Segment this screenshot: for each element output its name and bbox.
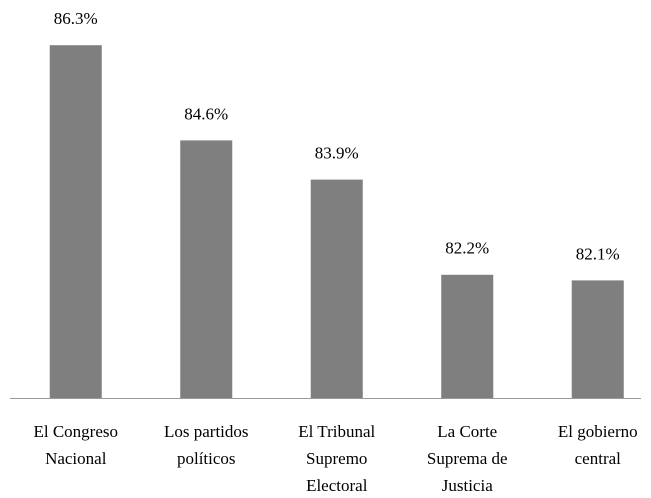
x-tick-label: Justicia [442, 476, 493, 495]
value-label: 82.2% [445, 239, 489, 258]
x-tick-label: El gobierno [558, 422, 638, 441]
x-tick-label: políticos [177, 449, 236, 468]
x-tick-label: Electoral [306, 476, 368, 495]
value-label: 84.6% [184, 104, 228, 123]
bar [441, 274, 494, 398]
x-tick-label: Nacional [45, 449, 107, 468]
x-tick-label: El Tribunal [298, 422, 375, 441]
x-tick-label: Suprema de [427, 449, 508, 468]
x-tick-label: Los partidos [164, 422, 249, 441]
value-label: 86.3% [54, 9, 98, 28]
bar [180, 140, 233, 398]
bar [49, 45, 102, 398]
value-label: 83.9% [315, 144, 359, 163]
bar [571, 280, 624, 398]
x-tick-label: La Corte [437, 422, 497, 441]
value-label: 82.1% [576, 244, 620, 263]
x-tick-label: central [575, 449, 622, 468]
bar [310, 179, 363, 398]
x-tick-label: Supremo [306, 449, 367, 468]
x-tick-label: El Congreso [33, 422, 118, 441]
